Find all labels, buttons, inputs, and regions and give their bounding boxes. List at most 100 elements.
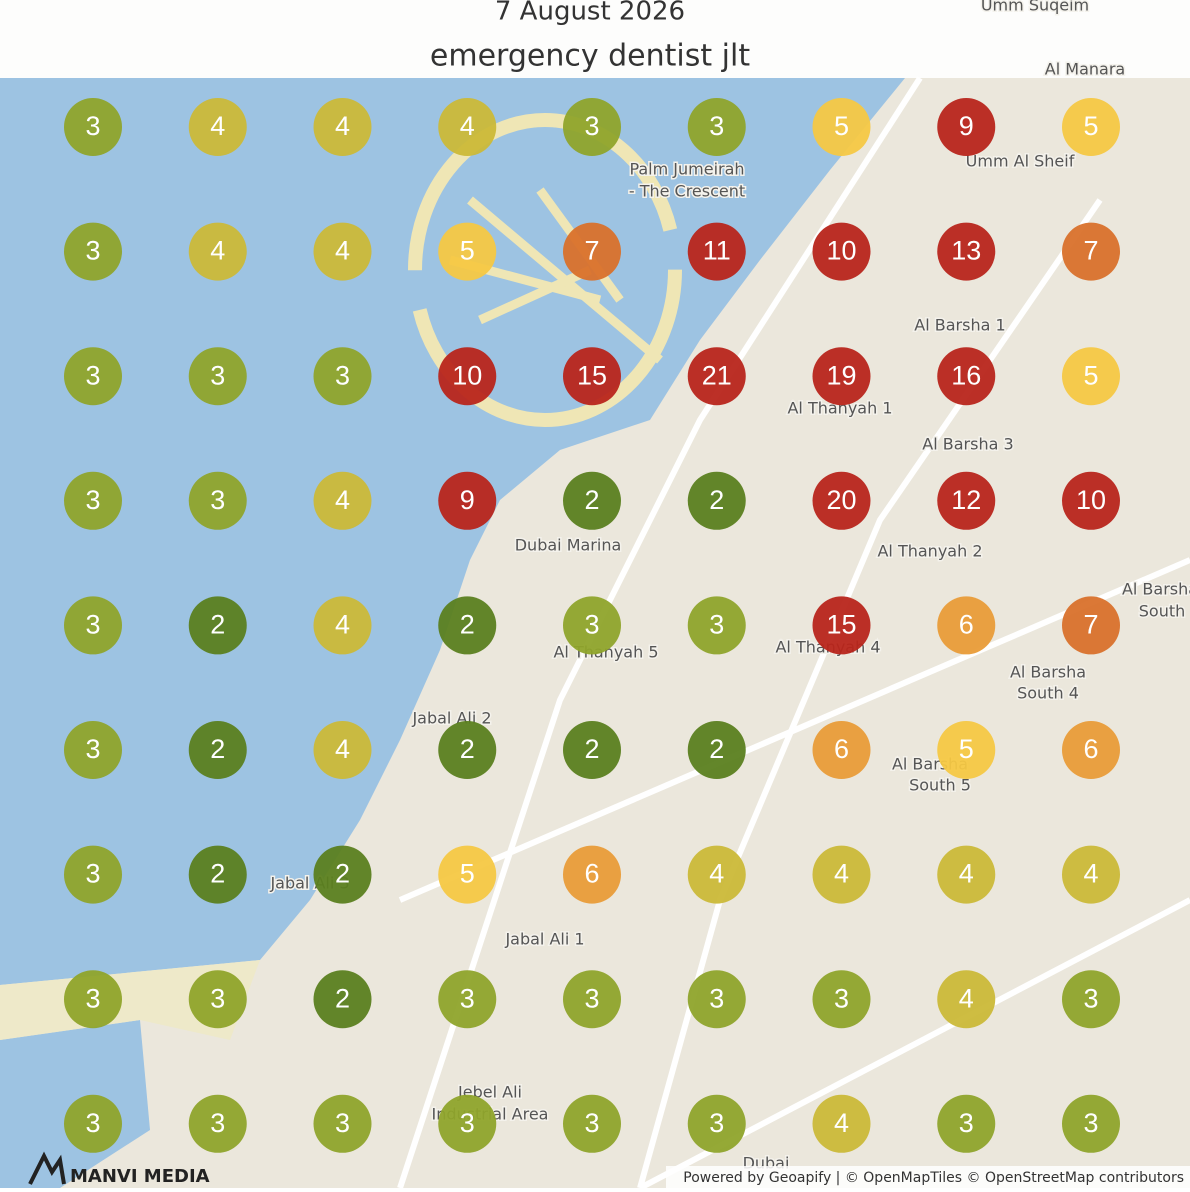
- rank-label: 3: [85, 983, 100, 1013]
- rank-label: 3: [85, 1108, 100, 1138]
- rank-label: 3: [210, 1108, 225, 1138]
- rank-label: 3: [85, 610, 100, 640]
- rank-pin: [438, 347, 497, 406]
- rank-label: 3: [210, 485, 225, 515]
- rank-label: 2: [210, 734, 225, 764]
- rank-label: 3: [85, 111, 100, 141]
- rank-pin: [1062, 596, 1120, 655]
- rank-label: 3: [85, 485, 100, 515]
- rank-label: 3: [1083, 1108, 1098, 1138]
- rank-label: 5: [834, 111, 849, 141]
- place-label: Al Barsha 3: [922, 435, 1013, 454]
- rank-label: 3: [85, 859, 100, 889]
- rank-label: 4: [335, 236, 350, 266]
- rank-label: 3: [709, 983, 724, 1013]
- rank-label: 6: [584, 859, 599, 889]
- rank-pin: [687, 845, 746, 904]
- rank-label: 4: [210, 111, 225, 141]
- place-label: Al Thanyah 2: [877, 542, 982, 561]
- rank-label: 3: [85, 236, 100, 266]
- rank-label: 2: [709, 485, 724, 515]
- rank-label: 2: [584, 734, 599, 764]
- attribution-box: [666, 1166, 1190, 1188]
- rank-pin: [64, 845, 122, 904]
- rank-pin: [937, 222, 996, 281]
- rank-pin: [313, 471, 372, 530]
- rank-label: 15: [577, 360, 607, 390]
- rank-pin: [64, 1094, 122, 1153]
- rank-label: 6: [959, 610, 974, 640]
- rank-pin: [687, 721, 746, 779]
- rank-label: 4: [335, 610, 350, 640]
- rank-pin: [812, 347, 871, 406]
- rank-pin: [812, 596, 871, 655]
- place-label: - The Crescent: [629, 182, 745, 201]
- brand-logo: [28, 1151, 66, 1185]
- rank-pin: [313, 1094, 372, 1153]
- place-label: South 5: [909, 776, 971, 795]
- rank-label: 19: [826, 360, 856, 390]
- rank-label: 4: [834, 859, 849, 889]
- rank-pin: [438, 721, 497, 779]
- rank-pin: [687, 222, 746, 281]
- rank-pin: [1062, 845, 1120, 904]
- rank-pin: [438, 596, 497, 655]
- rank-label: 2: [210, 859, 225, 889]
- rank-pin: [563, 347, 621, 406]
- rank-pin: [937, 1094, 996, 1153]
- rank-pin: [313, 222, 372, 281]
- rank-label: 3: [584, 111, 599, 141]
- rank-pin: [1062, 970, 1120, 1029]
- rank-label: 3: [85, 360, 100, 390]
- rank-pin: [313, 845, 372, 904]
- place-label: South: [1139, 602, 1186, 621]
- rank-label: 3: [460, 1108, 475, 1138]
- rank-label: 3: [709, 1108, 724, 1138]
- rank-label: 3: [460, 983, 475, 1013]
- rank-label: 5: [959, 734, 974, 764]
- rank-label: 2: [460, 734, 475, 764]
- rank-pin: [188, 596, 247, 655]
- rank-label: 3: [709, 111, 724, 141]
- rank-label: 10: [452, 360, 482, 390]
- rank-pin: [937, 845, 996, 904]
- rank-pin: [188, 845, 247, 904]
- rank-label: 3: [834, 983, 849, 1013]
- query: emergency dentist jlt: [430, 39, 750, 74]
- place-label: Umm Al Sheif: [966, 152, 1075, 171]
- rank-label: 3: [210, 983, 225, 1013]
- rank-pin: [438, 970, 497, 1029]
- rank-label: 13: [951, 236, 981, 266]
- rank-label: 4: [335, 111, 350, 141]
- rank-label: 3: [210, 360, 225, 390]
- palm-crescent: [408, 113, 682, 427]
- rank-label: 2: [210, 610, 225, 640]
- rank-pin: [438, 98, 497, 156]
- attribution[interactable]: Powered by Geoapify | © OpenMapTiles © O…: [683, 1170, 1184, 1186]
- rank-pin: [313, 596, 372, 655]
- rank-label: 12: [951, 485, 981, 515]
- rank-label: 5: [1083, 111, 1098, 141]
- rank-pin: [188, 721, 247, 779]
- rank-label: 21: [702, 360, 732, 390]
- rank-label: 4: [709, 859, 724, 889]
- place-label: Jabal Ali 1: [504, 930, 584, 949]
- rank-label: 10: [826, 236, 856, 266]
- date: 7 August 2026: [495, 0, 685, 27]
- rank-pin: [687, 98, 746, 156]
- rank-label: 3: [335, 1108, 350, 1138]
- place-label: Palm Jumeirah: [629, 160, 744, 179]
- rank-pin: [563, 596, 621, 655]
- rank-pin: [687, 596, 746, 655]
- rank-label: 3: [584, 983, 599, 1013]
- rank-label: 11: [703, 236, 731, 266]
- rank-label: 7: [1083, 610, 1098, 640]
- rank-pin: [313, 347, 372, 406]
- rank-label: 3: [584, 1108, 599, 1138]
- rank-pin: [937, 347, 996, 406]
- rank-label: 2: [460, 610, 475, 640]
- brand: MANVI MEDIA: [70, 1166, 210, 1187]
- rank-label: 20: [826, 485, 856, 515]
- rank-pin: [687, 471, 746, 530]
